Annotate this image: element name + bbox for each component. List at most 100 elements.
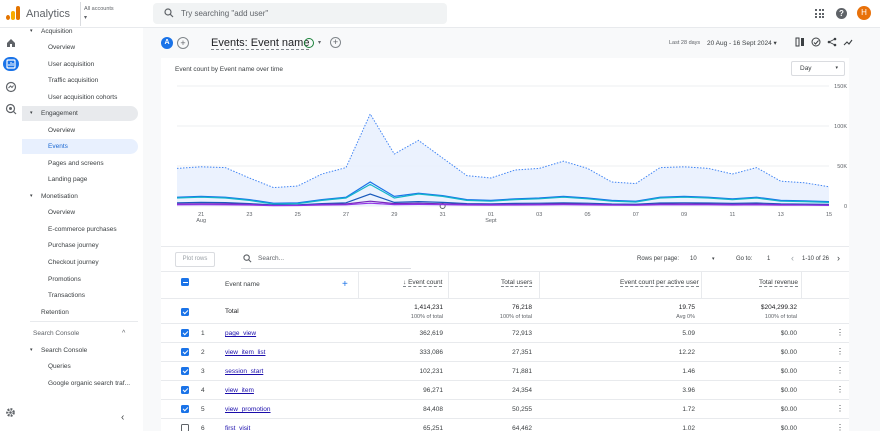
granularity-select[interactable]: Day ▾ xyxy=(791,61,845,76)
col-header-event-name[interactable]: Event name xyxy=(225,281,260,288)
row-index: 6 xyxy=(201,425,205,431)
event-name-link[interactable]: page_view xyxy=(225,330,257,337)
nav-group-search-console[interactable]: ▾ Search Console xyxy=(22,343,138,358)
analytics-logo[interactable] xyxy=(6,6,20,20)
nav-item-label: Search Console xyxy=(41,347,88,354)
more-vert-icon[interactable]: ⋮ xyxy=(836,385,844,394)
avatar[interactable]: H xyxy=(857,6,871,20)
nav-item-user-acquisition-cohorts[interactable]: User acquisition cohorts xyxy=(22,90,138,105)
add-report-button[interactable]: + xyxy=(330,37,341,48)
page-title[interactable]: Events: Event name xyxy=(211,37,310,50)
table-row[interactable]: 5 view_promotion 84,408 50,255 1.72 $0.00 ⋮ xyxy=(161,400,849,419)
row-checkbox[interactable] xyxy=(181,424,189,431)
nav-item-traffic-acquisition[interactable]: Traffic acquisition xyxy=(22,73,138,88)
nav-item-pages-and-screens[interactable]: Pages and screens xyxy=(22,156,138,171)
nav-item-ecommerce-purchases[interactable]: E-commerce purchases xyxy=(22,222,138,237)
col-header-total-users[interactable]: Total users xyxy=(501,279,533,287)
nav-collection-label: Search Console xyxy=(33,330,80,337)
collapse-nav-button[interactable]: ‹ xyxy=(121,412,125,423)
nav-group-monetisation[interactable]: ▾ Monetisation xyxy=(22,189,138,204)
table-row[interactable]: 3 session_start 102,231 71,881 1.46 $0.00 ⋮ xyxy=(161,362,849,381)
event-name-link[interactable]: view_item_list xyxy=(225,349,266,356)
table-search-input[interactable]: Search... xyxy=(258,255,285,262)
date-range-picker[interactable]: 20 Aug - 16 Sept 2024 ▾ xyxy=(707,39,777,47)
nav-item-label: Overview xyxy=(48,209,76,216)
nav-item-retention[interactable]: Retention xyxy=(22,305,138,320)
cell-per-user: 3.96 xyxy=(682,387,695,394)
customize-report-icon[interactable] xyxy=(795,37,805,47)
col-header-per-user[interactable]: Event count per active user xyxy=(620,279,699,287)
nav-collection-search-console[interactable]: Search Console ^ xyxy=(22,326,138,341)
nav-item-purchase-journey[interactable]: Purchase journey xyxy=(22,238,138,253)
total-per-user-sub: Avg 0% xyxy=(676,314,695,320)
more-vert-icon[interactable]: ⋮ xyxy=(836,366,844,375)
check-circle-icon[interactable] xyxy=(304,38,314,48)
event-name-link[interactable]: view_promotion xyxy=(225,406,271,413)
nav-item-monetisation-overview[interactable]: Overview xyxy=(22,205,138,220)
table-row[interactable]: 2 view_item_list 333,086 27,351 12.22 $0.00 ⋮ xyxy=(161,343,849,362)
rows-per-page-select[interactable]: 10 xyxy=(690,256,697,262)
event-name-link[interactable]: session_start xyxy=(225,368,264,375)
row-checkbox[interactable] xyxy=(181,367,189,375)
add-comparison-button[interactable]: + xyxy=(177,37,189,49)
select-all-checkbox[interactable] xyxy=(181,278,189,286)
advertising-icon[interactable] xyxy=(5,103,17,115)
more-vert-icon[interactable]: ⋮ xyxy=(836,423,844,431)
row-checkbox[interactable] xyxy=(181,405,189,413)
nav-group-engagement[interactable]: ▾ Engagement xyxy=(22,106,138,121)
reports-icon[interactable] xyxy=(3,57,19,71)
nav-item-landing-page[interactable]: Landing page xyxy=(22,172,138,187)
row-checkbox[interactable] xyxy=(181,329,189,337)
row-checkbox[interactable] xyxy=(181,348,189,356)
row-index: 5 xyxy=(201,406,205,413)
table-row[interactable]: 4 view_item 96,271 24,354 3.96 $0.00 ⋮ xyxy=(161,381,849,400)
nav-item-label: Traffic acquisition xyxy=(48,77,99,84)
row-checkbox[interactable] xyxy=(181,386,189,394)
trend-icon[interactable] xyxy=(843,37,853,47)
insights-icon[interactable] xyxy=(811,37,821,47)
nav-item-promotions[interactable]: Promotions xyxy=(22,272,138,287)
apps-grid-icon[interactable] xyxy=(815,9,824,18)
more-vert-icon[interactable]: ⋮ xyxy=(836,404,844,413)
nav-item-label: Retention xyxy=(41,309,69,316)
share-icon[interactable] xyxy=(827,37,837,47)
more-vert-icon[interactable]: ⋮ xyxy=(836,328,844,337)
global-search[interactable]: Try searching "add user" xyxy=(153,3,447,24)
explore-icon[interactable] xyxy=(5,81,17,93)
more-vert-icon[interactable]: ⋮ xyxy=(836,347,844,356)
help-icon[interactable]: ? xyxy=(836,8,847,19)
caret-down-icon[interactable]: ▾ xyxy=(712,256,715,262)
chevron-right-icon[interactable]: › xyxy=(837,253,840,263)
nav-item-google-organic-search-traffic[interactable]: Google organic search traf... xyxy=(22,376,138,391)
nav-item-queries[interactable]: Queries xyxy=(22,359,138,374)
account-selector[interactable]: All accounts ▾ xyxy=(80,2,114,26)
add-dimension-button[interactable]: + xyxy=(342,279,348,290)
left-rail xyxy=(0,28,22,431)
nav-item-user-acquisition[interactable]: User acquisition xyxy=(22,57,138,72)
settings-gear-icon[interactable] xyxy=(5,407,16,418)
table-row[interactable]: 6 first_visit 65,251 64,462 1.02 $0.00 ⋮ xyxy=(161,419,849,431)
event-name-link[interactable]: first_visit xyxy=(225,425,251,431)
nav-item-events[interactable]: Events xyxy=(22,139,138,154)
total-revenue: $204,299.32 xyxy=(760,304,797,311)
title-caret-down-icon[interactable]: ▾ xyxy=(318,40,322,46)
plot-rows-button[interactable]: Plot rows xyxy=(175,252,215,267)
nav-item-transactions[interactable]: Transactions xyxy=(22,288,138,303)
row-index: 2 xyxy=(201,349,205,356)
nav-group-acquisition[interactable]: ▾ Acquisition xyxy=(22,24,138,39)
nav-item-engagement-overview[interactable]: Overview xyxy=(22,123,138,138)
goto-input[interactable]: 1 xyxy=(767,256,771,262)
comparison-segment-badge[interactable]: A xyxy=(161,37,173,49)
event-name-link[interactable]: view_item xyxy=(225,387,254,394)
nav-item-checkout-journey[interactable]: Checkout journey xyxy=(22,255,138,270)
home-icon[interactable] xyxy=(5,37,17,49)
row-index: 4 xyxy=(201,387,205,394)
row-index: 1 xyxy=(201,330,205,337)
nav-item-acquisition-overview[interactable]: Overview xyxy=(22,40,138,55)
total-row-checkbox[interactable] xyxy=(181,308,189,316)
col-header-total-revenue[interactable]: Total revenue xyxy=(759,279,799,287)
table-row[interactable]: 1 page_view 362,619 72,913 5.09 $0.00 ⋮ xyxy=(161,324,849,343)
col-header-event-count[interactable]: ↓ Event count xyxy=(403,279,443,287)
chevron-left-icon[interactable]: ‹ xyxy=(791,253,794,263)
